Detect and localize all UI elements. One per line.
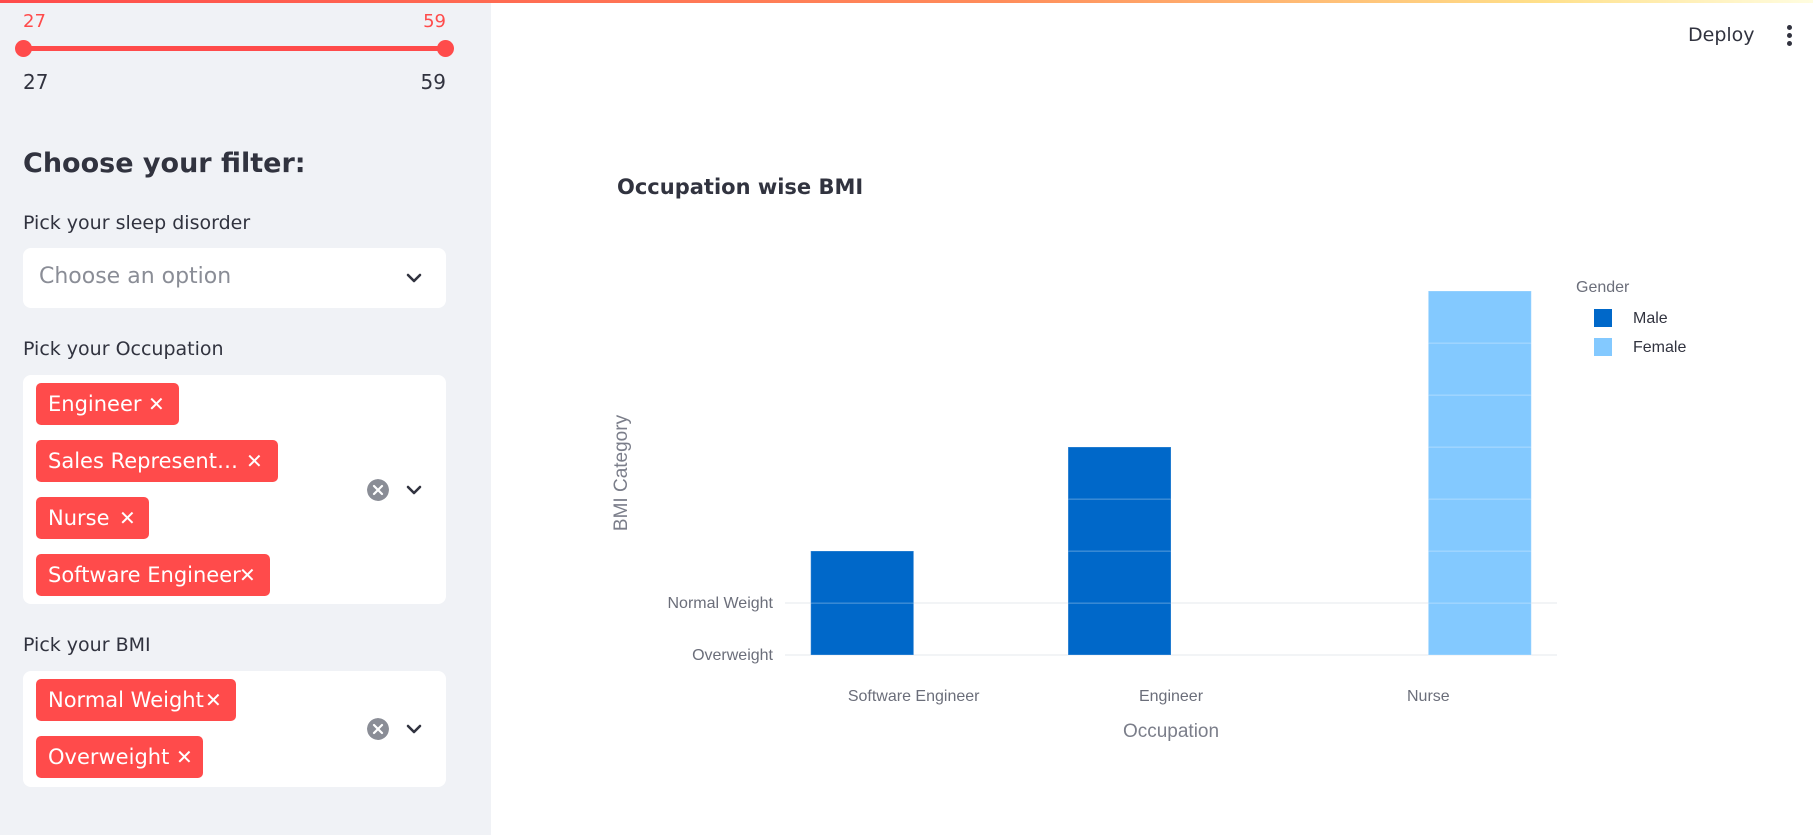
bmi-chip-overweight: Overweight ✕ (36, 736, 203, 778)
occupation-label: Pick your Occupation (23, 338, 224, 360)
close-icon[interactable]: ✕ (239, 563, 256, 587)
sidebar: 27 59 27 59 Choose your filter: Pick you… (0, 0, 491, 835)
chip-label: Nurse (48, 506, 110, 530)
occupation-multiselect[interactable]: Engineer ✕ Sales Represent… ✕ Nurse ✕ So… (23, 375, 446, 604)
slider-max-handle[interactable] (437, 40, 454, 57)
clear-circle-icon[interactable] (367, 718, 389, 740)
bar-segment (1427, 394, 1532, 448)
bar-segment (1067, 550, 1172, 604)
y-axis-title: BMI Category (611, 414, 632, 531)
deploy-button[interactable]: Deploy (1688, 24, 1755, 46)
occupation-chip-engineer: Engineer ✕ (36, 383, 179, 425)
bar-segment (810, 602, 915, 656)
close-icon[interactable]: ✕ (176, 745, 193, 769)
y-tick-label: Overweight (692, 647, 773, 664)
sleep-disorder-select[interactable]: Choose an option (23, 248, 446, 308)
legend-swatch (1594, 309, 1612, 327)
close-icon[interactable]: ✕ (119, 506, 136, 530)
chip-label: Sales Represent… (48, 449, 238, 473)
chip-label: Overweight (48, 745, 170, 769)
bmi-multiselect[interactable]: Normal Weight ✕ Overweight ✕ (23, 671, 446, 787)
chart-title: Occupation wise BMI (617, 175, 864, 199)
occupation-chip-nurse: Nurse ✕ (36, 497, 149, 539)
slider-range-max: 59 (420, 70, 446, 94)
chevron-down-icon[interactable] (404, 480, 424, 500)
chevron-down-icon[interactable] (404, 268, 424, 288)
bar-segment (1427, 290, 1532, 344)
close-icon[interactable]: ✕ (148, 392, 165, 416)
chip-label: Software Engineer (48, 563, 241, 587)
bar-segment (1427, 602, 1532, 656)
close-icon[interactable]: ✕ (246, 449, 263, 473)
x-axis-title: Occupation (1123, 721, 1219, 742)
legend-swatch (1594, 338, 1612, 356)
chip-label: Normal Weight (48, 688, 204, 712)
slider-min-value: 27 (23, 11, 46, 32)
kebab-menu-icon[interactable] (1785, 25, 1793, 49)
slider-range-min: 27 (23, 70, 49, 94)
x-tick-label: Software Engineer (848, 688, 980, 705)
bar-segment (1427, 446, 1532, 500)
age-range-slider[interactable]: 27 59 27 59 (15, 0, 454, 110)
bar-segment (810, 550, 915, 604)
top-decoration-bar (0, 0, 1813, 3)
filter-heading: Choose your filter: (23, 148, 306, 179)
slider-max-value: 59 (423, 11, 446, 32)
close-icon[interactable]: ✕ (205, 688, 222, 712)
sleep-disorder-label: Pick your sleep disorder (23, 212, 251, 234)
legend-item: Male (1633, 310, 1668, 327)
slider-min-handle[interactable] (15, 40, 32, 57)
bar-segment (1067, 446, 1172, 500)
sleep-disorder-placeholder: Choose an option (39, 264, 232, 289)
bmi-bar-chart: Overweight Normal Weight Software Engineer… (611, 279, 1686, 742)
bar-segment (1427, 550, 1532, 604)
legend-title: Gender (1576, 279, 1630, 296)
x-tick-label: Engineer (1139, 688, 1204, 705)
bar-segment (1427, 342, 1532, 396)
x-tick-label: Nurse (1407, 688, 1450, 705)
chevron-down-icon[interactable] (404, 719, 424, 739)
bmi-label: Pick your BMI (23, 634, 151, 656)
occupation-chip-software-engineer: Software Engineer ✕ (36, 554, 270, 596)
bar-segment (1067, 602, 1172, 656)
slider-track[interactable] (23, 46, 446, 51)
y-tick-label: Normal Weight (667, 595, 773, 612)
bar-segment (1067, 498, 1172, 552)
bmi-chip-normal-weight: Normal Weight ✕ (36, 679, 236, 721)
clear-circle-icon[interactable] (367, 479, 389, 501)
occupation-chip-sales-representative: Sales Represent… ✕ (36, 440, 278, 482)
bar-segment (1427, 498, 1532, 552)
legend-item: Female (1633, 339, 1686, 356)
chip-label: Engineer (48, 392, 142, 416)
